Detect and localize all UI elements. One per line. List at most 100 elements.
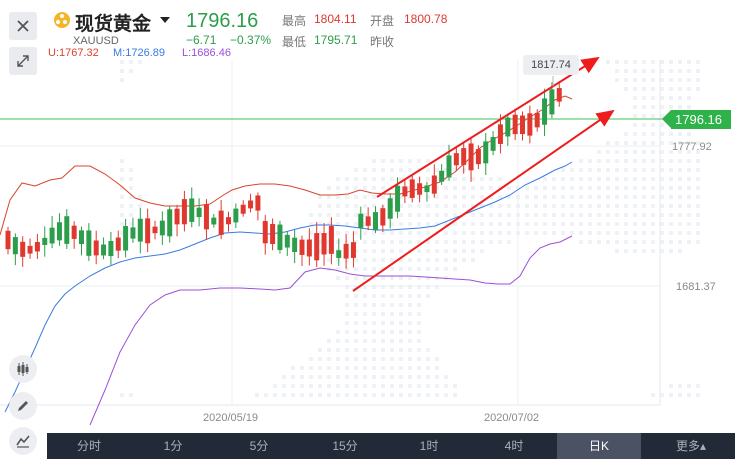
candle-body — [461, 148, 467, 165]
period-tab-1h[interactable]: 1时 — [419, 439, 439, 453]
middle-band-line — [4, 161, 573, 413]
candle-body — [314, 233, 320, 261]
candle-body — [373, 212, 378, 230]
last-price-tag: 1796.16 — [662, 110, 731, 129]
close-icon — [17, 20, 29, 32]
candle-body — [534, 112, 540, 128]
middle-band-legend: M:1726.89 — [113, 47, 165, 59]
gold-coin-icon — [54, 12, 70, 28]
candle-body — [152, 226, 158, 234]
candle-body — [159, 220, 165, 236]
candle-body — [439, 170, 445, 182]
open-label: 开盘 — [370, 14, 395, 28]
candle-body — [542, 98, 548, 125]
draw-tool-button[interactable] — [9, 392, 37, 420]
instrument-title[interactable]: 现货黄金 — [75, 14, 152, 35]
dropdown-caret-icon[interactable] — [160, 17, 170, 23]
candle-body — [71, 225, 77, 239]
period-tab-5m[interactable]: 5分 — [249, 439, 269, 453]
lower-band-line — [89, 235, 573, 426]
x-tick-label: 2020/05/19 — [203, 412, 258, 424]
candle-body — [292, 237, 298, 252]
low-label: 最低 — [282, 35, 307, 49]
y-tick-label: 1681.37 — [676, 281, 716, 293]
close-button[interactable] — [9, 12, 37, 40]
candle-body — [277, 224, 283, 250]
high-label: 最高 — [282, 14, 307, 28]
period-tab-15m[interactable]: 15分 — [332, 439, 358, 453]
candle-body — [49, 227, 55, 244]
candle-body — [93, 240, 99, 256]
candle-body — [196, 207, 202, 218]
x-tick-label: 2020/07/02 — [484, 412, 539, 424]
candle-icon — [17, 362, 29, 376]
candle-body — [240, 204, 246, 214]
candle-body — [497, 124, 503, 144]
lower-band-legend: L:1686.46 — [182, 47, 231, 59]
candle-body — [226, 217, 231, 225]
candle-body — [380, 208, 386, 226]
channel-upper-line — [376, 56, 600, 198]
candle-body — [358, 213, 364, 228]
candle-body — [167, 209, 173, 237]
high-value: 1804.11 — [314, 12, 357, 26]
candle-body — [490, 137, 496, 151]
candle-body — [409, 179, 415, 198]
candle-body — [108, 241, 114, 257]
candle-style-button[interactable] — [9, 355, 37, 383]
period-tab-daily[interactable]: 日K — [557, 433, 641, 459]
period-tab-1m[interactable]: 1分 — [163, 439, 183, 453]
candle-body — [248, 200, 254, 209]
draw-pen-icon — [18, 401, 28, 411]
candle-body — [387, 198, 393, 219]
candle-body — [145, 218, 151, 244]
candle-body — [402, 186, 408, 197]
candle-body — [365, 216, 371, 226]
low-value: 1795.71 — [314, 33, 358, 47]
indicator-button[interactable] — [9, 427, 37, 455]
candle-body — [27, 245, 33, 254]
upper-band-line — [0, 95, 573, 236]
candle-body — [255, 195, 261, 211]
instrument-symbol: XAUUSD — [73, 35, 119, 47]
candle-body — [42, 237, 48, 245]
current-price: 1796.16 — [186, 10, 259, 32]
candle-body — [284, 234, 290, 248]
candle-body — [483, 141, 489, 164]
period-tab-timeshare[interactable]: 分时 — [76, 439, 101, 453]
price-change: −6.71 — [186, 33, 217, 47]
candle-body — [218, 210, 224, 235]
candle-body — [475, 149, 481, 165]
candle-body — [5, 230, 11, 250]
candle-body — [336, 250, 342, 258]
candle-body — [453, 153, 459, 166]
candle-body — [233, 208, 239, 223]
candle-body — [130, 227, 136, 239]
candle-body — [468, 143, 474, 171]
candle-body — [549, 89, 555, 115]
candle-body — [306, 239, 312, 257]
candle-body — [189, 198, 195, 222]
candle-body — [512, 114, 518, 135]
period-tab-4h[interactable]: 4时 — [504, 439, 524, 453]
candle-body — [505, 117, 511, 137]
candle-body — [299, 239, 305, 255]
candle-body — [446, 155, 452, 178]
candle-body — [424, 185, 430, 193]
candle-body — [64, 216, 70, 244]
candle-body — [395, 185, 401, 212]
candle-body — [181, 199, 187, 225]
candle-body — [211, 217, 217, 225]
expand-button[interactable] — [9, 47, 37, 75]
indicator-icon — [16, 435, 30, 448]
expand-icon — [17, 55, 29, 67]
candle-body — [556, 88, 562, 102]
period-more-button[interactable]: 更多▴ — [675, 439, 707, 453]
candle-body — [321, 233, 327, 255]
candle-body — [203, 204, 209, 230]
candle-body — [343, 243, 349, 259]
candle-body — [527, 113, 533, 136]
candle-body — [56, 222, 62, 241]
